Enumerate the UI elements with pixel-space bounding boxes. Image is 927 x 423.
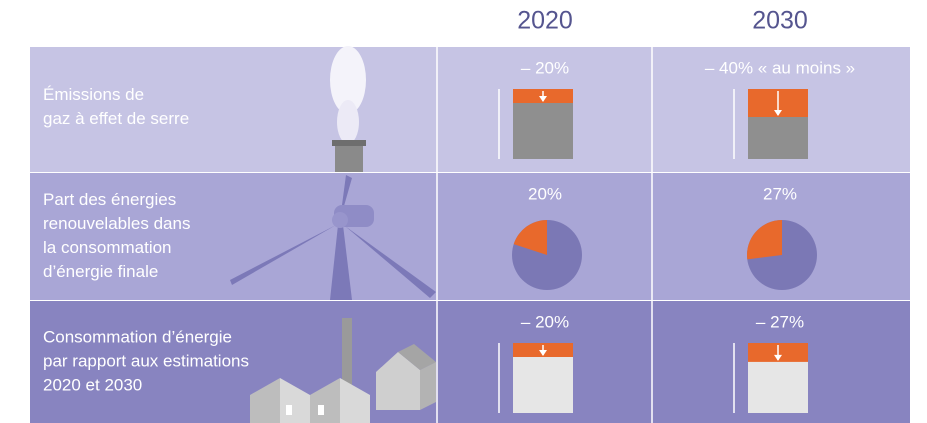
row-label: d’énergie finale xyxy=(43,262,158,281)
row-label: par rapport aux estimations xyxy=(43,351,249,370)
cell-value-label: 20% xyxy=(528,184,562,203)
pie-slice xyxy=(746,220,782,260)
chimney-illustration xyxy=(330,46,366,172)
column-header: 2020 xyxy=(517,7,573,35)
arrow-head xyxy=(774,110,782,116)
cell-value-label: – 20% xyxy=(521,312,569,331)
arrow-head xyxy=(539,350,547,356)
cell-value-label: – 27% xyxy=(756,312,804,331)
cell-value-label: – 20% xyxy=(521,58,569,77)
column-header: 2030 xyxy=(752,7,808,35)
wind-turbine-illustration xyxy=(230,175,436,300)
row-label: Émissions de xyxy=(43,85,144,104)
cell-value-label: 27% xyxy=(763,184,797,203)
arrow-head xyxy=(539,96,547,102)
row-label: Consommation d’énergie xyxy=(43,327,232,346)
arrow-head xyxy=(774,354,782,361)
cell-value-label: – 40% « au moins » xyxy=(705,58,855,77)
row-label: Part des énergies xyxy=(43,190,176,209)
factory-illustration xyxy=(250,318,436,423)
row-label: 2020 et 2030 xyxy=(43,375,142,394)
row-label: renouvelables dans xyxy=(43,214,190,233)
row-label: gaz à effet de serre xyxy=(43,109,189,128)
row-label: la consommation xyxy=(43,238,172,257)
pie-slice xyxy=(513,220,547,255)
